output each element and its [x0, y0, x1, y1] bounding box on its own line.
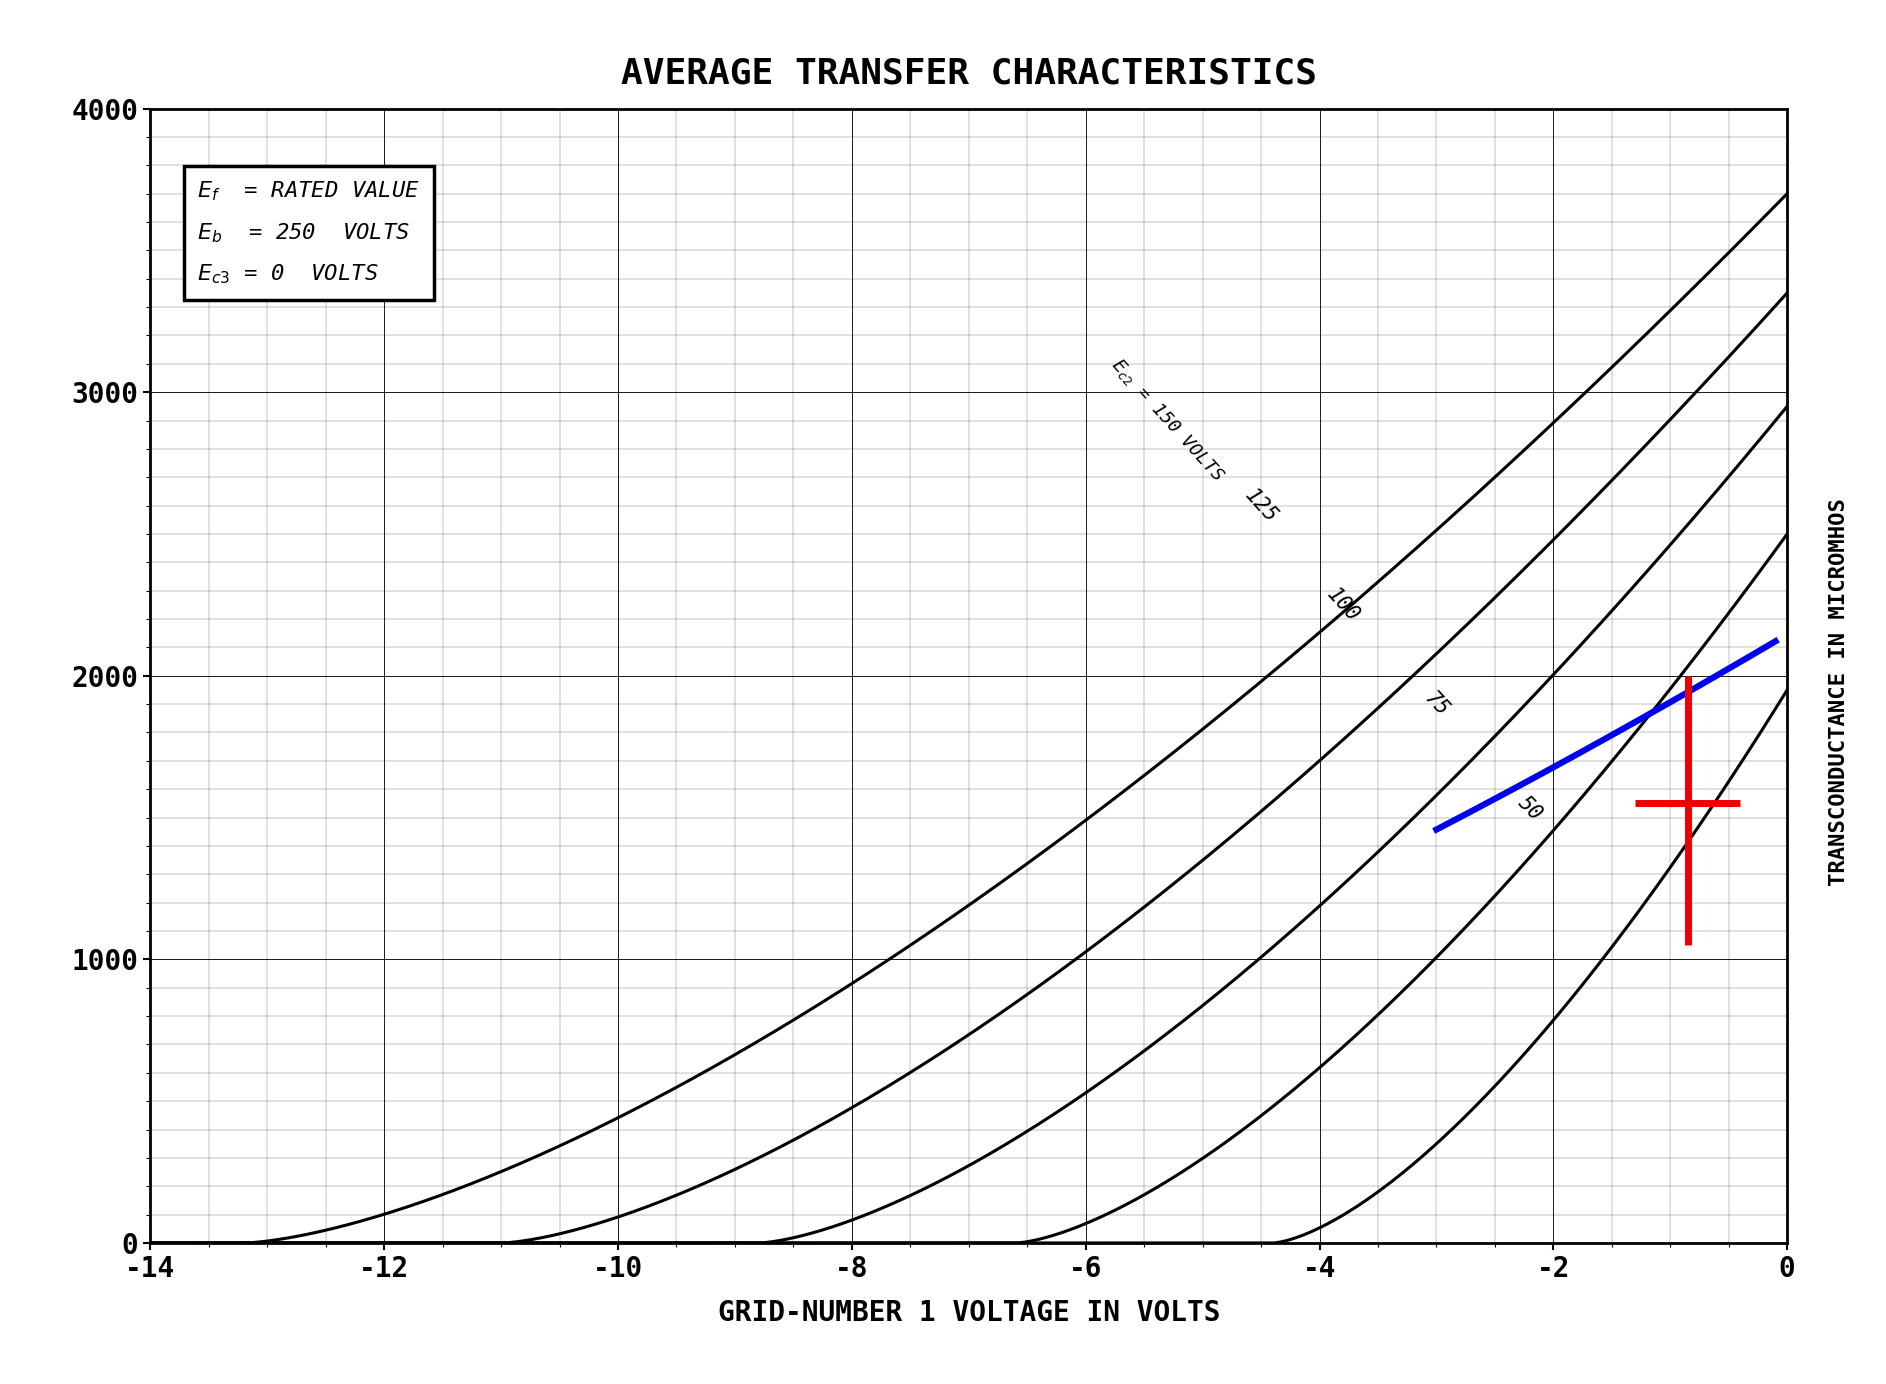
Text: TRANSCONDUCTANCE IN MICROMHOS: TRANSCONDUCTANCE IN MICROMHOS: [1829, 498, 1848, 886]
Title: AVERAGE TRANSFER CHARACTERISTICS: AVERAGE TRANSFER CHARACTERISTICS: [620, 57, 1316, 90]
Text: 50: 50: [1514, 793, 1547, 825]
Text: 125: 125: [1241, 484, 1281, 526]
Text: $E_{c2}$ = 150 VOLTS: $E_{c2}$ = 150 VOLTS: [1107, 356, 1228, 486]
Text: 75: 75: [1420, 688, 1452, 720]
X-axis label: GRID-NUMBER 1 VOLTAGE IN VOLTS: GRID-NUMBER 1 VOLTAGE IN VOLTS: [717, 1300, 1220, 1327]
Text: $E_f$  = RATED VALUE
$E_b$  = 250  VOLTS
$E_{c3}$ = 0  VOLTS: $E_f$ = RATED VALUE $E_b$ = 250 VOLTS $E…: [198, 180, 421, 286]
Text: 100: 100: [1322, 584, 1364, 626]
